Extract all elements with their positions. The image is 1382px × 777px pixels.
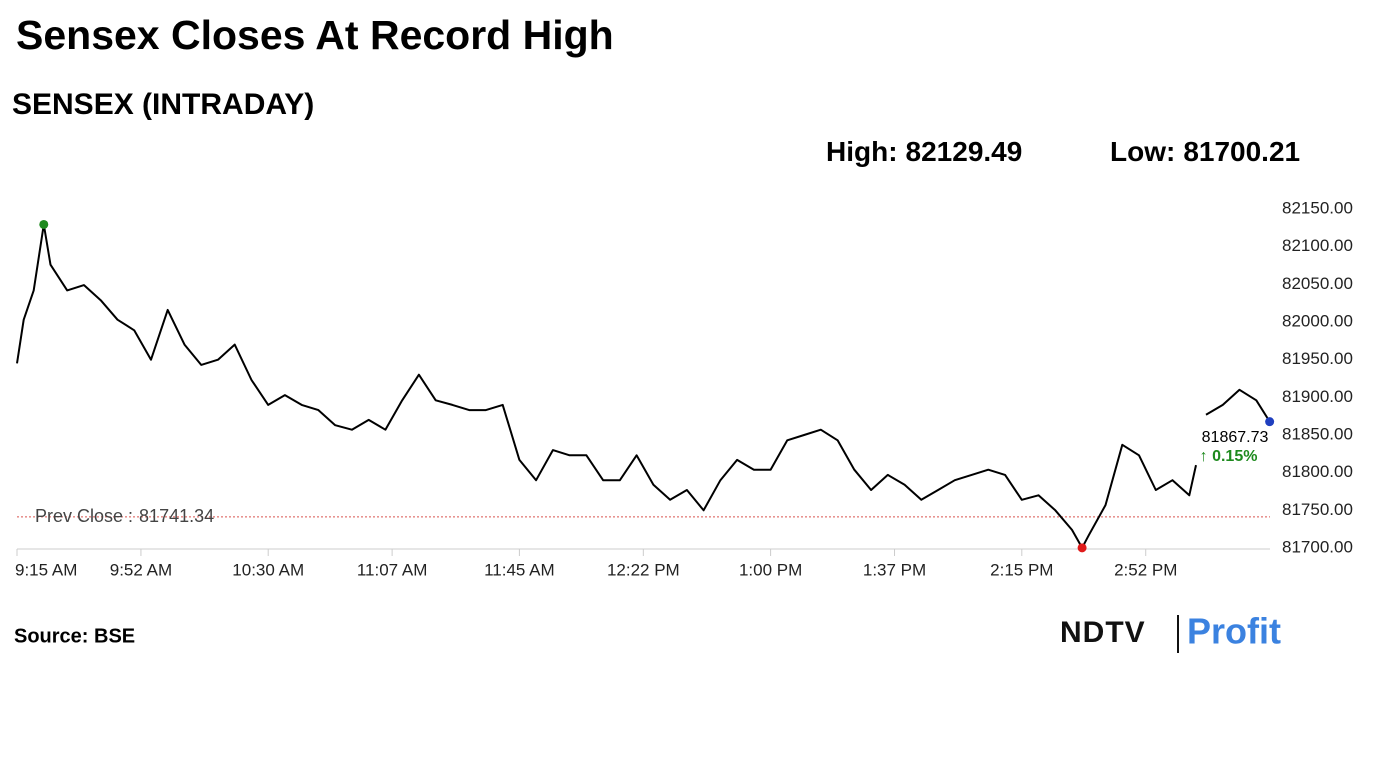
low-info: Low: 81700.21: [1110, 136, 1300, 167]
low-label: Low:: [1110, 136, 1175, 167]
last-value-label: 81867.73: [1202, 429, 1269, 446]
x-tick-label: 2:15 PM: [990, 560, 1053, 579]
x-tick-label: 1:37 PM: [863, 560, 926, 579]
x-tick-label: 1:00 PM: [739, 560, 802, 579]
x-tick-label: 10:30 AM: [232, 560, 304, 579]
chart-title: Sensex Closes At Record High: [16, 12, 614, 58]
brand-ndtv: NDTV: [1060, 616, 1146, 649]
low-value: 81700.21: [1183, 136, 1300, 167]
prev-close-value: 81741.34: [139, 506, 214, 526]
x-tick-label: 2:52 PM: [1114, 560, 1177, 579]
source: Source: BSE: [14, 625, 135, 647]
high-value: 82129.49: [906, 136, 1023, 167]
y-tick-label: 81900.00: [1282, 387, 1353, 406]
high-marker: [39, 219, 49, 229]
x-tick-label: 9:52 AM: [110, 560, 172, 579]
brand-profit: Profit: [1187, 611, 1281, 652]
high-label: High:: [826, 136, 898, 167]
y-tick-label: 81700.00: [1282, 537, 1353, 556]
prev-close-label: Prev Close : 81741.34: [35, 506, 214, 526]
y-tick-label: 81750.00: [1282, 500, 1353, 519]
last-marker: [1265, 417, 1275, 427]
change-label: ↑ 0.15%: [1200, 448, 1258, 465]
x-tick-label: 11:07 AM: [357, 560, 428, 579]
y-tick-label: 81950.00: [1282, 349, 1353, 368]
high-info: High: 82129.49: [826, 136, 1022, 167]
y-tick-label: 81850.00: [1282, 424, 1353, 443]
price-line: [16, 223, 1271, 549]
x-tick-label: 11:45 AM: [484, 560, 555, 579]
y-tick-label: 82050.00: [1282, 274, 1353, 293]
y-tick-label: 82000.00: [1282, 311, 1353, 330]
low-marker: [1077, 543, 1087, 553]
prev-close-text: Prev Close :: [35, 506, 133, 526]
y-tick-label: 82150.00: [1282, 198, 1353, 217]
x-tick-label: 12:22 PM: [607, 560, 680, 579]
x-tick-label: 9:15 AM: [15, 560, 77, 579]
y-tick-label: 82100.00: [1282, 236, 1353, 255]
chart-subtitle: SENSEX (INTRADAY): [12, 88, 314, 121]
y-tick-label: 81800.00: [1282, 462, 1353, 481]
